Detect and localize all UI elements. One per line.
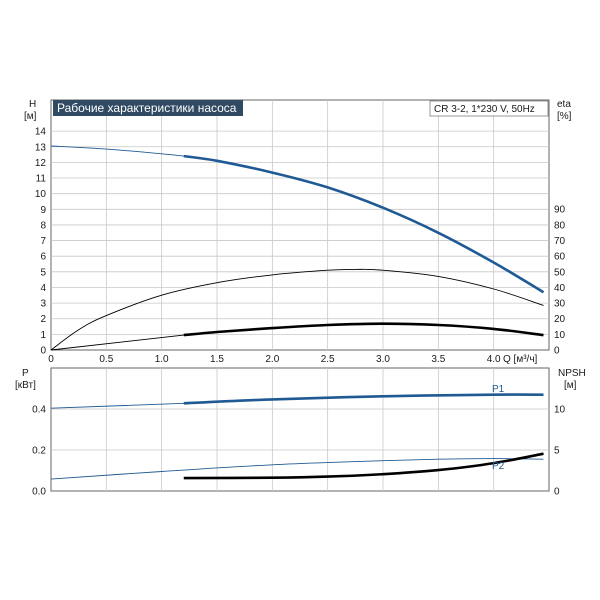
bottom-left-axis-title-2: [кВт] bbox=[15, 380, 36, 391]
head-curve-thin bbox=[50, 145, 544, 293]
right-tick-label-eta: 90 bbox=[554, 205, 566, 216]
efficiency-curve-thin bbox=[50, 268, 544, 351]
left-tick-label-h: 13 bbox=[35, 142, 47, 153]
bottom-right-axis-title-2: [м] bbox=[564, 380, 577, 391]
series-label-p1: P1 bbox=[492, 384, 505, 395]
x-axis-label: Q [м³/ч] bbox=[503, 354, 538, 365]
x-tick-label: 3.5 bbox=[431, 354, 445, 365]
x-tick-label: 3.0 bbox=[376, 354, 390, 365]
left-tick-label-p: 0.4 bbox=[32, 405, 46, 416]
bottom-grid bbox=[51, 368, 549, 491]
right-tick-label-eta: 60 bbox=[554, 252, 566, 263]
x-tick-label: 1.5 bbox=[210, 354, 224, 365]
pump-info-box bbox=[429, 100, 549, 117]
left-tick-label-h: 4 bbox=[40, 283, 46, 294]
right-tick-label-npsh: 0 bbox=[554, 487, 560, 498]
right-tick-label-eta: 30 bbox=[554, 299, 566, 310]
bottom-plot-frame bbox=[50, 367, 550, 492]
p1-curve-thin bbox=[50, 394, 544, 409]
top-right-axis-title-1: eta bbox=[557, 99, 571, 110]
series-label-p2: P2 bbox=[492, 461, 505, 472]
x-tick-label: 4.0 bbox=[487, 354, 501, 365]
right-tick-label-eta: 70 bbox=[554, 236, 566, 247]
bottom-right-axis-title-1: NPSH bbox=[558, 368, 586, 379]
right-tick-label-eta: 20 bbox=[554, 314, 566, 325]
head-curve-bold bbox=[183, 154, 545, 294]
left-tick-label-p: 0.0 bbox=[32, 487, 46, 498]
left-tick-label-h: 7 bbox=[40, 236, 46, 247]
left-tick-label-h: 11 bbox=[36, 174, 47, 185]
top-right-axis-title-2: [%] bbox=[557, 111, 572, 122]
x-tick-label: 2.0 bbox=[265, 354, 279, 365]
pump-info: CR 3-2, 1*230 V, 50Hz bbox=[434, 104, 535, 115]
right-tick-label-eta: 80 bbox=[554, 220, 566, 231]
right-tick-label-eta: 10 bbox=[554, 330, 566, 341]
p2-curve-thin bbox=[50, 458, 544, 480]
left-tick-label-h: 12 bbox=[35, 158, 47, 169]
bottom-left-axis-title-1: P bbox=[22, 368, 29, 379]
left-tick-label-h: 14 bbox=[35, 127, 47, 138]
left-tick-label-h: 8 bbox=[40, 220, 46, 231]
left-tick-label-h: 1 bbox=[40, 330, 46, 341]
left-tick-label-h: 2 bbox=[40, 314, 46, 325]
top-left-axis-title-2: [м] bbox=[24, 111, 37, 122]
chart-title: Рабочие характеристики насоса bbox=[57, 101, 237, 115]
x-tick-label: 2.5 bbox=[321, 354, 335, 365]
left-tick-label-h: 0 bbox=[40, 346, 46, 357]
right-tick-label-npsh: 10 bbox=[554, 405, 566, 416]
left-tick-label-p: 0.2 bbox=[32, 446, 46, 457]
right-tick-label-npsh: 5 bbox=[554, 446, 560, 457]
left-tick-label-h: 3 bbox=[40, 299, 46, 310]
x-tick-label: 0 bbox=[48, 354, 54, 365]
left-tick-label-h: 6 bbox=[40, 252, 46, 263]
tick-labels: 0 0.5 1.0 1.5 2.0 2.5 3.0 3.5 4.0012345678910111… bbox=[32, 127, 565, 498]
left-tick-label-h: 5 bbox=[40, 267, 46, 278]
x-tick-label: 1.0 bbox=[155, 354, 169, 365]
right-tick-label-eta: 0 bbox=[554, 346, 560, 357]
left-tick-label-h: 10 bbox=[35, 189, 47, 200]
top-grid bbox=[51, 100, 549, 350]
top-left-axis-title-1: H bbox=[29, 99, 36, 110]
right-tick-label-eta: 40 bbox=[554, 283, 566, 294]
npsh-curve-bold bbox=[183, 452, 544, 480]
chart-title-box bbox=[53, 100, 243, 116]
secondary-curve-bold bbox=[183, 322, 544, 337]
p1-curve-bold bbox=[183, 393, 544, 405]
x-tick-label: 0.5 bbox=[99, 354, 113, 365]
left-tick-label-h: 9 bbox=[40, 205, 46, 216]
curves bbox=[50, 145, 545, 480]
right-tick-label-eta: 50 bbox=[554, 267, 566, 278]
